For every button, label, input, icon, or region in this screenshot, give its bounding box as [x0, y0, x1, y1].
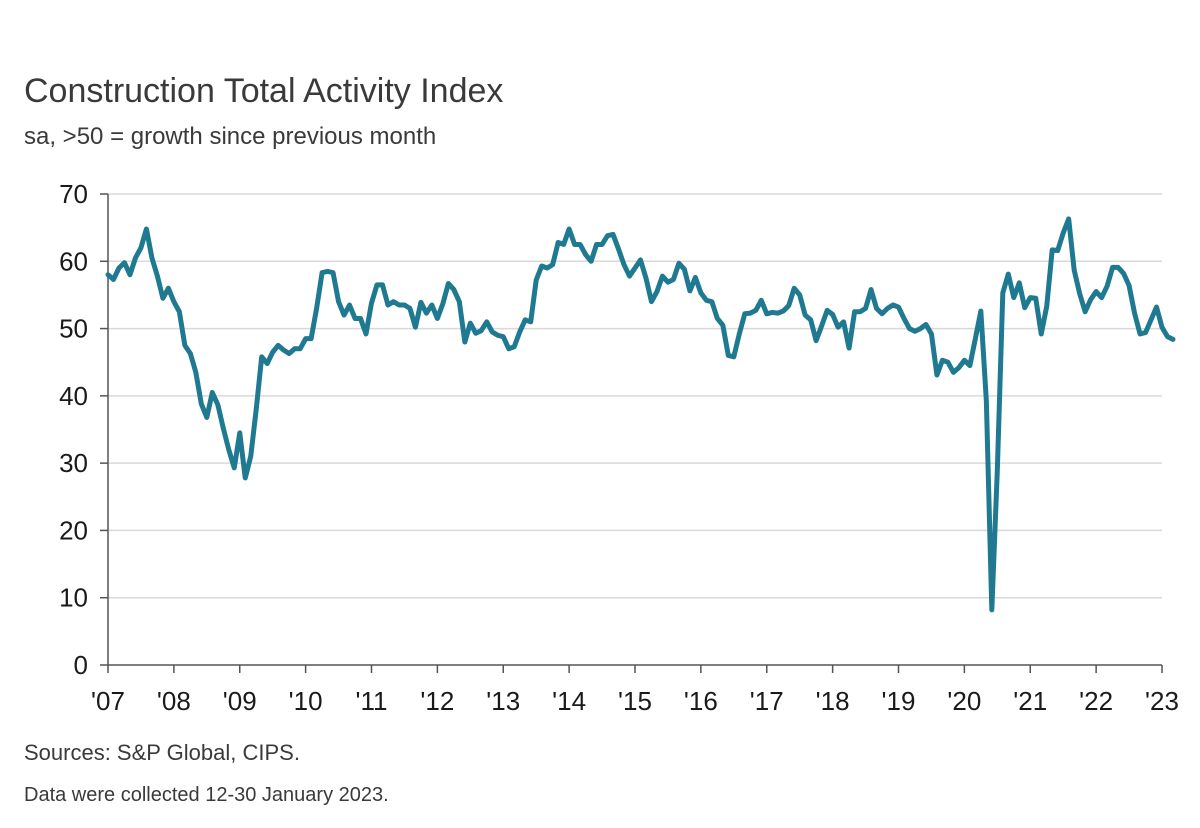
- collection-note: Data were collected 12-30 January 2023.: [24, 784, 389, 806]
- x-tick-label-8: '15: [618, 686, 652, 716]
- y-tick-label-50: 50: [59, 314, 88, 344]
- x-tick-label-4: '11: [356, 686, 388, 716]
- y-tick-label-20: 20: [59, 515, 88, 545]
- x-tick-label-14: '21: [1013, 686, 1047, 716]
- line-chart: 0 10 20 30 40 50 60 70 '07 '08 '09 '10 '11 '12 '13 '14…: [59, 179, 1179, 716]
- x-tick-label-0: '07: [91, 686, 125, 716]
- chart-subtitle: sa, >50 = growth since previous month: [24, 123, 437, 150]
- x-tick-label-11: '18: [816, 686, 850, 716]
- y-tick-label-10: 10: [59, 583, 88, 613]
- y-tick-label-60: 60: [59, 246, 88, 276]
- x-tick-label-2: '09: [223, 686, 257, 716]
- x-tick-label-7: '14: [552, 686, 586, 716]
- chart-title: Construction Total Activity Index: [24, 72, 504, 110]
- x-tick-label-5: '12: [420, 686, 454, 716]
- x-axis-ticks: '07 '08 '09 '10 '11 '12 '13 '14 '15 '16 '17 '18 '19 '…: [91, 665, 1179, 716]
- y-axis-ticks: 0 10 20 30 40 50 60 70: [59, 179, 108, 680]
- x-tick-label-16: '23: [1145, 686, 1179, 716]
- x-tick-label-15: '22: [1079, 686, 1113, 716]
- x-tick-label-6: '13: [486, 686, 520, 716]
- x-tick-label-9: '16: [684, 686, 718, 716]
- sources-note: Sources: S&P Global, CIPS.: [24, 740, 300, 765]
- x-tick-label-13: '20: [947, 686, 981, 716]
- x-tick-label-10: '17: [750, 686, 784, 716]
- y-tick-label-30: 30: [59, 448, 88, 478]
- y-tick-label-0: 0: [74, 650, 88, 680]
- series-line-construction-activity: [105, 216, 1176, 613]
- y-tick-label-40: 40: [59, 381, 88, 411]
- x-tick-label-12: '19: [882, 686, 916, 716]
- x-tick-label-3: '10: [289, 686, 323, 716]
- x-tick-label-1: '08: [157, 686, 191, 716]
- y-tick-label-70: 70: [59, 179, 88, 209]
- gridlines: [108, 193, 1162, 599]
